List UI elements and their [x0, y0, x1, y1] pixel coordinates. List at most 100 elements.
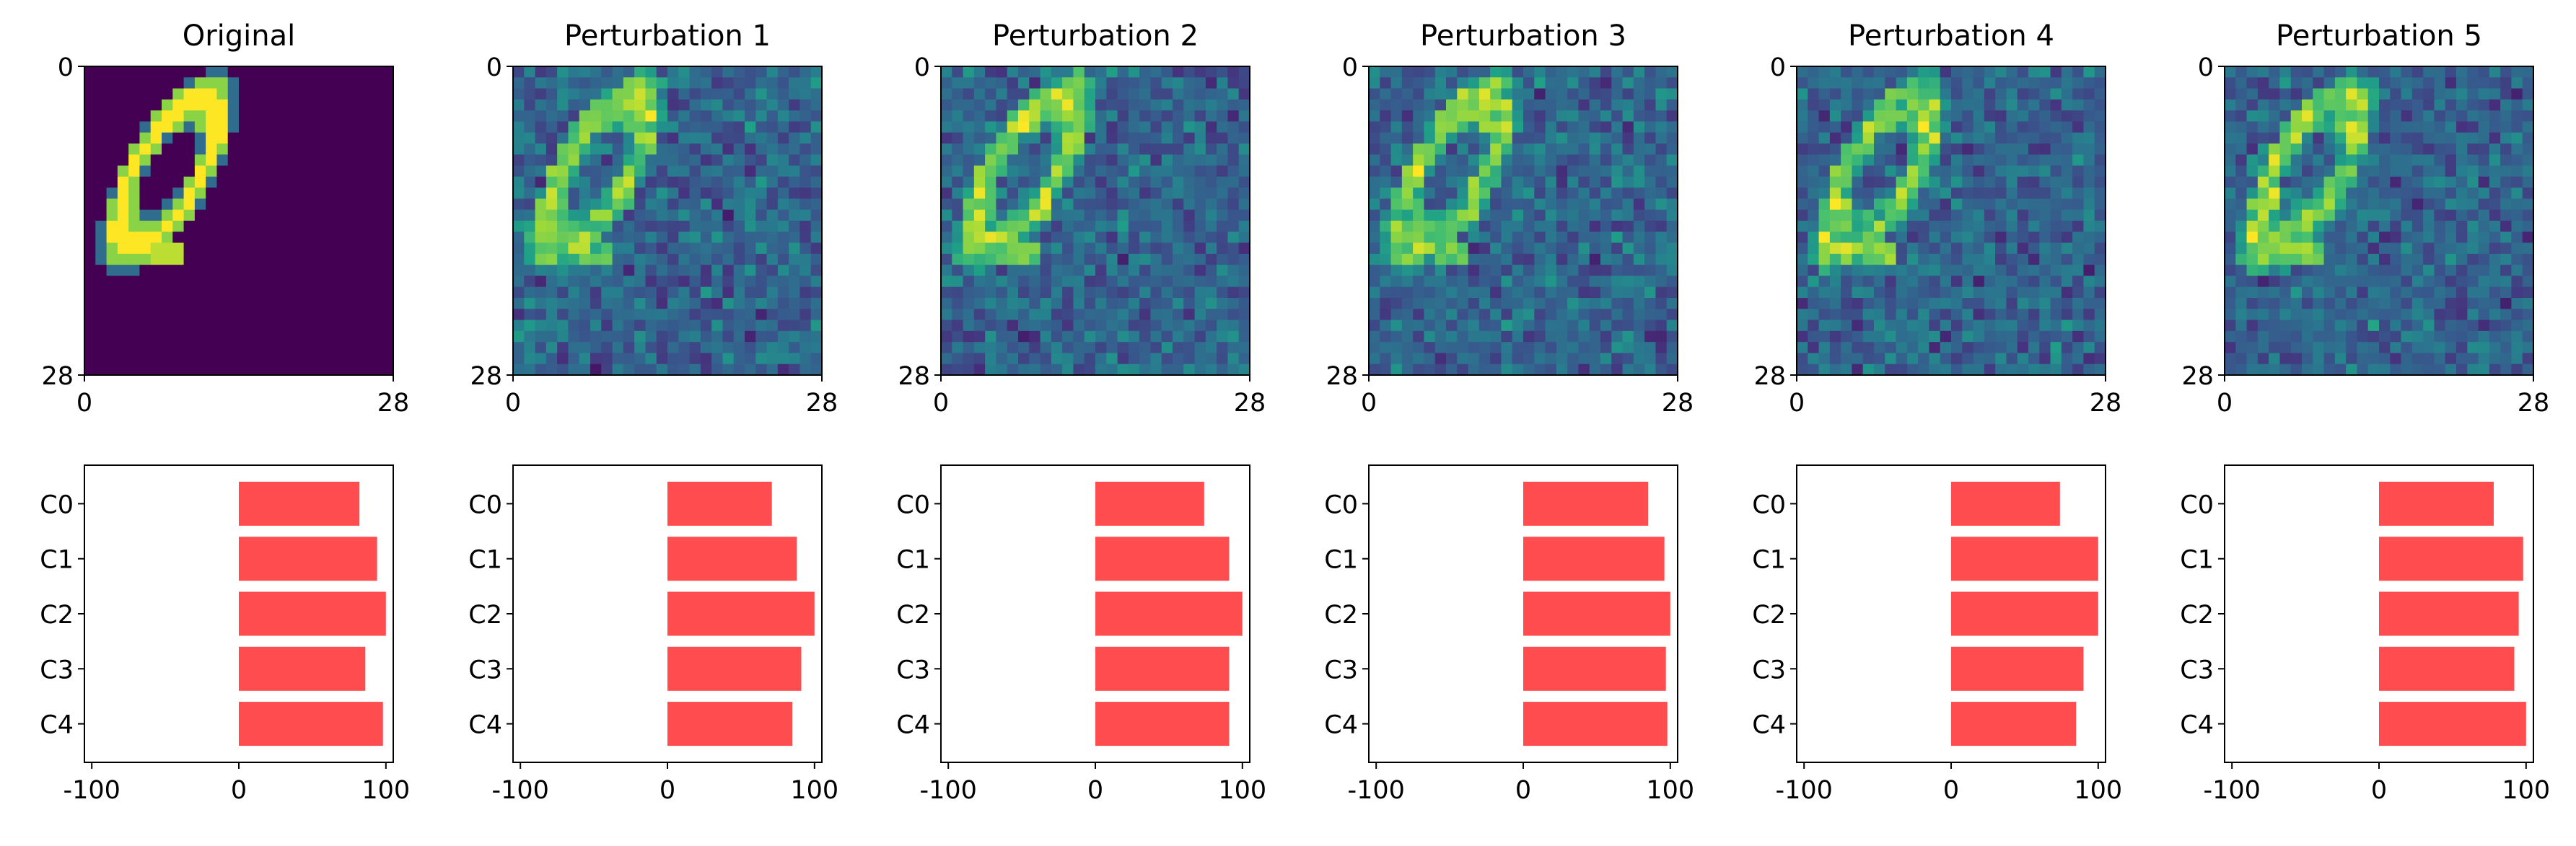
image-pixel	[338, 165, 350, 177]
image-pixel	[327, 298, 339, 309]
image-pixel	[382, 165, 394, 177]
image-pixel	[2072, 144, 2085, 155]
image-pixel	[1051, 110, 1063, 123]
image-pixel	[722, 188, 735, 200]
image-pixel	[1666, 154, 1678, 167]
image-pixel	[973, 165, 986, 177]
image-pixel	[711, 232, 724, 244]
image-pixel	[305, 265, 317, 277]
image-pixel	[162, 66, 173, 78]
image-pixel	[2290, 88, 2303, 100]
image-pixel	[1007, 144, 1019, 155]
image-pixel	[2269, 110, 2281, 123]
image-pixel	[1862, 154, 1875, 167]
image-pixel	[963, 265, 975, 277]
image-pixel	[2367, 198, 2380, 211]
image-pixel	[2500, 77, 2513, 89]
image-pixel	[2039, 77, 2051, 89]
image-pixel	[2302, 330, 2313, 343]
image-pixel	[162, 198, 173, 211]
image-pixel	[2302, 88, 2313, 100]
image-pixel	[371, 298, 383, 309]
image-pixel	[206, 198, 218, 211]
image-pixel	[2017, 165, 2029, 177]
image-pixel	[117, 110, 129, 123]
image-pixel	[941, 132, 952, 144]
image-pixel	[338, 198, 350, 211]
image-pixel	[1227, 253, 1240, 265]
image-pixel	[700, 66, 712, 78]
image-pixel	[2313, 298, 2325, 309]
image-pixel	[1413, 298, 1425, 309]
image-pixel	[1829, 110, 1841, 123]
image-pixel	[1797, 320, 1808, 332]
image-pixel	[1929, 276, 1941, 288]
image-pixel	[327, 342, 339, 354]
image-pixel	[1962, 188, 1974, 200]
image-pixel	[1150, 209, 1162, 221]
image-pixel	[799, 286, 812, 299]
image-pixel	[349, 232, 361, 244]
image-pixel	[1644, 232, 1657, 244]
image-pixel	[1829, 66, 1841, 78]
image-pixel	[1655, 77, 1668, 89]
image-pixel	[601, 132, 613, 144]
image-pixel	[316, 176, 328, 188]
image-pixel	[1797, 342, 1808, 354]
image-pixel	[1940, 253, 1952, 265]
image-pixel	[1885, 342, 1897, 354]
image-pixel	[1073, 165, 1085, 177]
image-pixel	[316, 154, 328, 167]
image-pixel	[2039, 253, 2051, 265]
image-pixel	[1962, 253, 1974, 265]
image-pixel	[1194, 154, 1206, 167]
image-pixel	[722, 265, 735, 277]
image-pixel	[1523, 188, 1535, 200]
image-pixel	[799, 121, 812, 133]
image-pixel	[2334, 121, 2347, 133]
image-pixel	[612, 110, 624, 123]
image-pixel	[678, 232, 691, 244]
image-pixel	[84, 209, 96, 221]
image-pixel	[2434, 110, 2446, 123]
image-pixel	[250, 110, 262, 123]
image-pixel	[316, 265, 328, 277]
image-pixel	[2061, 330, 2073, 343]
image-pixel	[1567, 88, 1580, 100]
image-pixel	[711, 221, 724, 232]
image-pixel	[2323, 309, 2336, 321]
image-pixel	[2072, 242, 2085, 255]
image-pixel	[667, 88, 679, 100]
image-pixel	[1238, 77, 1250, 89]
image-pixel	[2522, 320, 2534, 332]
image-pixel	[996, 286, 1008, 299]
image-pixel	[689, 88, 701, 100]
image-pixel	[1589, 154, 1601, 167]
image-pixel	[2061, 66, 2073, 78]
image-pixel	[1413, 286, 1425, 299]
image-pixel	[1951, 221, 1963, 232]
image-pixel	[1567, 232, 1580, 244]
image-pixel	[1413, 198, 1425, 211]
image-pixel	[1600, 154, 1612, 167]
image-pixel	[1238, 353, 1250, 365]
image-pixel	[2379, 221, 2391, 232]
image-pixel	[1589, 363, 1601, 376]
image-pixel	[557, 353, 569, 365]
image-pixel	[1918, 88, 1930, 100]
image-pixel	[1227, 363, 1240, 376]
image-pixel	[1622, 188, 1634, 200]
image-frame	[1368, 66, 1678, 376]
image-pixel	[2423, 242, 2435, 255]
image-pixel	[1424, 242, 1436, 255]
image-pixel	[601, 265, 613, 277]
image-pixel	[656, 132, 668, 144]
image-pixel	[2379, 88, 2391, 100]
image-pixel	[2500, 298, 2513, 309]
image-pixel	[996, 221, 1008, 232]
image-pixel	[1117, 144, 1129, 155]
image-pixel	[1238, 165, 1250, 177]
image-pixel	[612, 265, 624, 277]
image-pixel	[1918, 298, 1930, 309]
